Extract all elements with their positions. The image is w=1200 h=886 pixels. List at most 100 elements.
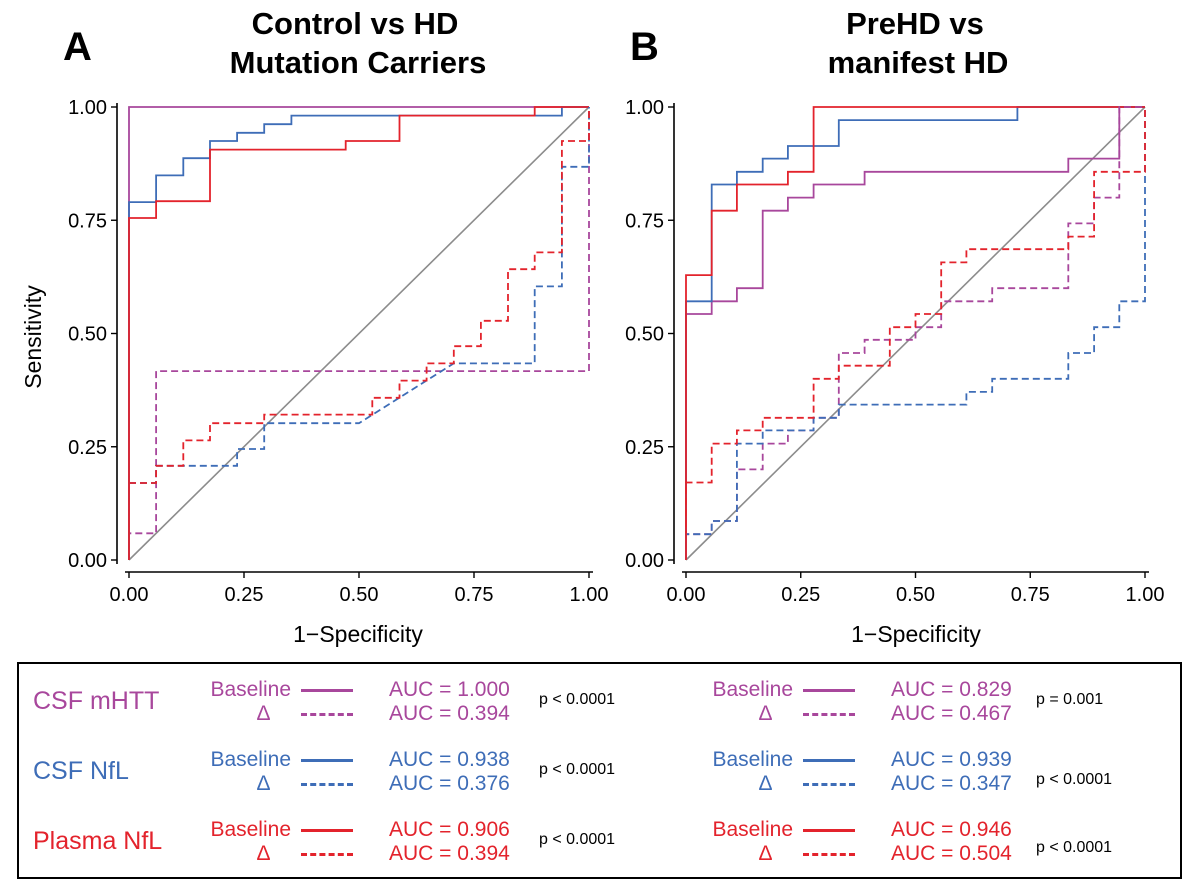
- auc-delta-b: AUC = 0.347: [891, 772, 1012, 795]
- x-tick-label: 0.25: [781, 584, 820, 606]
- roc-curve-plasma-nfl: [128, 107, 590, 560]
- panel-b: B PreHD vs manifest HD 1−Specificity 0.0…: [625, 6, 1164, 647]
- legend-row-csf-mhtt: CSF mHTT Baseline Δ AUC = 1.000 AUC = 0.39…: [19, 674, 1180, 734]
- legend-auc-panel-b: AUC = 0.946 AUC = 0.504: [891, 818, 1012, 866]
- x-tick-label: 0.00: [110, 584, 149, 606]
- legend-p-value-panel-b: p = 0.001: [1036, 691, 1104, 708]
- y-tick-label: 1.00: [68, 97, 107, 119]
- panel-a-x-axis-title: 1−Specificity: [293, 621, 423, 647]
- auc-baseline-b: AUC = 0.829: [891, 678, 1012, 701]
- legend-swatch-delta-dashed-b: [803, 783, 855, 786]
- panel-b-letter: B: [630, 25, 659, 69]
- legend-p-value-panel-a: p < 0.0001: [539, 691, 616, 708]
- panel-b-x-axis-title: 1−Specificity: [851, 621, 981, 647]
- auc-delta-a: AUC = 0.394: [389, 842, 510, 865]
- auc-baseline-a: AUC = 0.906: [389, 818, 510, 841]
- y-tick-label: 0.75: [68, 210, 107, 232]
- auc-baseline-a: AUC = 1.000: [389, 678, 510, 701]
- y-tick-label: 0.75: [625, 210, 664, 232]
- y-tick-label: 0.00: [625, 550, 664, 572]
- roc-curve-csf-nfl-baseline: [128, 106, 589, 560]
- panel-a-title-line-1: Control vs HD: [252, 6, 459, 41]
- legend-auc-panel-a: AUC = 0.938 AUC = 0.376: [389, 748, 510, 796]
- panel-a-letter: A: [63, 25, 92, 69]
- y-tick-label: 0.25: [625, 437, 664, 459]
- x-tick-label: 0.75: [1011, 584, 1050, 606]
- legend-swatch-baseline-solid-b: [803, 829, 855, 832]
- baseline-label: Baseline: [210, 818, 291, 841]
- legend-swatch-baseline-solid-b: [803, 759, 855, 762]
- legend-auc-panel-a: AUC = 0.906 AUC = 0.394: [389, 818, 510, 866]
- legend-key-labels-b: Baseline Δ: [683, 748, 793, 796]
- legend-swatch-baseline-solid-b: [803, 689, 855, 692]
- auc-delta-b: AUC = 0.467: [891, 702, 1012, 725]
- auc-delta-a: AUC = 0.394: [389, 702, 510, 725]
- panel-b-title-line-2: manifest HD: [828, 45, 1009, 80]
- delta-label: Δ: [256, 842, 271, 865]
- panel-a: A Control vs HD Mutation Carriers Sensit…: [20, 6, 608, 647]
- x-tick-label: 0.75: [455, 584, 494, 606]
- y-tick-label: 0.50: [625, 324, 664, 346]
- y-tick-label: 0.50: [68, 324, 107, 346]
- legend-auc-panel-b: AUC = 0.939 AUC = 0.347: [891, 748, 1012, 796]
- legend-key-labels-b: Baseline Δ: [683, 818, 793, 866]
- x-tick-label: 0.00: [667, 584, 706, 606]
- panel-a-title-line-2: Mutation Carriers: [230, 45, 487, 80]
- legend-key-labels: Baseline Δ: [181, 818, 291, 866]
- roc-curve-plasma-nfl: [685, 107, 1146, 560]
- auc-baseline-b: AUC = 0.939: [891, 748, 1012, 771]
- panel-a-y-axis-title: Sensitivity: [20, 285, 46, 389]
- legend-p-value-panel-b: p < 0.0001: [1036, 839, 1113, 856]
- legend-p-value-panel-a: p < 0.0001: [539, 761, 616, 778]
- legend-swatch-delta-dashed: [301, 853, 353, 856]
- y-tick-label: 0.25: [68, 437, 107, 459]
- delta-label-b: Δ: [758, 702, 773, 725]
- legend-marker-label: Plasma NfL: [33, 827, 163, 855]
- auc-delta-a: AUC = 0.376: [389, 772, 510, 795]
- baseline-label-b: Baseline: [712, 748, 793, 771]
- x-tick-label: 0.25: [225, 584, 264, 606]
- panel-b-plot-area: 0.00 0.25 0.50 0.75 1.00 0.00 0.25 0.50 0.75 1.00: [625, 97, 1164, 606]
- x-tick-label: 1.00: [1126, 584, 1165, 606]
- legend-row-plasma-nfl: Plasma NfL Baseline Δ AUC = 0.906 AUC = 0.…: [19, 814, 1180, 874]
- panel-a-plot-area: 0.00 0.25 0.50 0.75 1.00 0.00 0.25 0.50 0.75 1.00: [68, 97, 608, 606]
- roc-curve-plasma-nfl-baseline: [685, 106, 1145, 560]
- legend-key-labels: Baseline Δ: [181, 748, 291, 796]
- legend-key-labels-b: Baseline Δ: [683, 678, 793, 726]
- x-tick-label: 0.50: [896, 584, 935, 606]
- auc-baseline-a: AUC = 0.938: [389, 748, 510, 771]
- delta-label-b: Δ: [758, 842, 773, 865]
- auc-baseline-b: AUC = 0.946: [891, 818, 1012, 841]
- legend-swatch-baseline-solid: [301, 689, 353, 692]
- auc-delta-b: AUC = 0.504: [891, 842, 1012, 865]
- x-tick-label: 0.50: [340, 584, 379, 606]
- legend-key-labels: Baseline Δ: [181, 678, 291, 726]
- diagonal-reference-line: [128, 106, 590, 561]
- legend-p-value-panel-a: p < 0.0001: [539, 831, 616, 848]
- legend-p-value-panel-b: p < 0.0001: [1036, 771, 1113, 788]
- baseline-label-b: Baseline: [712, 678, 793, 701]
- y-tick-label: 0.00: [68, 550, 107, 572]
- legend-row-csf-nfl: CSF NfL Baseline Δ AUC = 0.938 AUC = 0.376…: [19, 744, 1180, 804]
- baseline-label: Baseline: [210, 748, 291, 771]
- legend-auc-panel-b: AUC = 0.829 AUC = 0.467: [891, 678, 1012, 726]
- legend-swatch-delta-dashed: [301, 783, 353, 786]
- legend-auc-panel-a: AUC = 1.000 AUC = 0.394: [389, 678, 510, 726]
- baseline-label: Baseline: [210, 678, 291, 701]
- legend-swatch-delta-dashed-b: [803, 713, 855, 716]
- roc-figure: A Control vs HD Mutation Carriers Sensit…: [20, 6, 1164, 647]
- legend-marker-label: CSF mHTT: [33, 687, 160, 715]
- legend-swatch-delta-dashed-b: [803, 853, 855, 856]
- panel-b-title-line-1: PreHD vs: [846, 6, 984, 41]
- legend-swatch-baseline-solid: [301, 829, 353, 832]
- delta-label: Δ: [256, 702, 271, 725]
- roc-curve-plasma-nfl-baseline: [128, 106, 589, 560]
- legend-marker-label: CSF NfL: [33, 757, 129, 785]
- legend-box: CSF mHTT Baseline Δ AUC = 1.000 AUC = 0.39…: [17, 662, 1182, 879]
- baseline-label-b: Baseline: [712, 818, 793, 841]
- y-tick-label: 1.00: [625, 97, 664, 119]
- delta-label: Δ: [256, 772, 271, 795]
- x-tick-label: 1.00: [570, 584, 609, 606]
- legend-swatch-baseline-solid: [301, 759, 353, 762]
- legend-swatch-delta-dashed: [301, 713, 353, 716]
